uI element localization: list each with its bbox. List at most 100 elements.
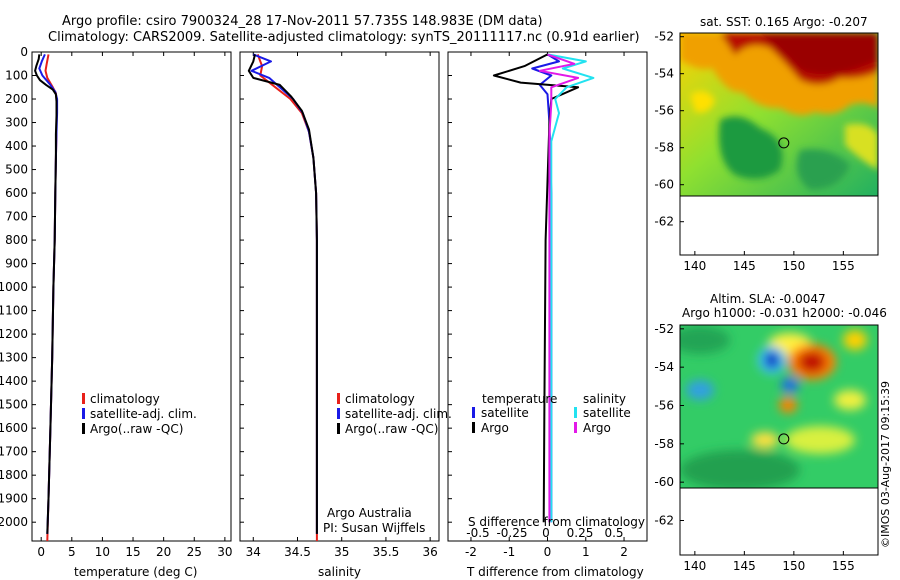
- legend-swatch-blue: [82, 408, 85, 419]
- legend-temp-argo: Argo: [472, 421, 509, 435]
- x-tick-label: 2: [620, 545, 628, 559]
- legend-item-satellite: satellite-adj. clim.: [337, 407, 452, 421]
- legend-sal-satellite: satellite: [574, 406, 631, 420]
- x-tick-label: -2: [465, 545, 477, 559]
- legend-swatch-blue: [337, 408, 340, 419]
- sla-argo-marker: [778, 433, 790, 445]
- temperature-xlabel: temperature (deg C): [74, 565, 198, 579]
- map-y-tick-label: -56: [654, 104, 674, 118]
- legend-label: climatology: [90, 392, 160, 406]
- legend-label: satellite-adj. clim.: [345, 407, 452, 421]
- depth-tick-label: 500: [5, 163, 28, 177]
- temperature-legend: climatology satellite-adj. clim. Argo(..…: [82, 392, 197, 436]
- depth-tick-label: 300: [5, 116, 28, 130]
- map-y-tick-label: -58: [654, 141, 674, 155]
- depth-tick-label: 1600: [0, 421, 28, 435]
- depth-tick-label: 900: [5, 257, 28, 271]
- x-tick-label: 10: [95, 545, 110, 559]
- x-tick-label: 15: [125, 545, 140, 559]
- depth-tick-label: 1500: [0, 398, 28, 412]
- imos-watermark: ©IMOS 03-Aug-2017 09:15:39: [879, 381, 892, 548]
- map-x-tick-label: 155: [832, 559, 855, 573]
- depth-tick-label: 600: [5, 186, 28, 200]
- map-x-tick-label: 150: [782, 559, 805, 573]
- legend-swatch-black: [82, 423, 85, 434]
- annotation-pi: PI: Susan Wijffels: [323, 521, 426, 535]
- depth-tick-label: 1200: [0, 327, 28, 341]
- legend-swatch-red: [82, 393, 85, 404]
- sla-heatmap: [679, 324, 879, 489]
- depth-tick-label: 1300: [0, 351, 28, 365]
- x-tick-label: 35.5: [373, 545, 400, 559]
- salinity-xlabel: salinity: [318, 565, 362, 579]
- sst-map-frame: [679, 32, 879, 256]
- legend-label: Argo: [583, 421, 611, 435]
- x-tick-label: -1: [503, 545, 515, 559]
- sla-map-frame: [679, 324, 879, 556]
- x-tick-label: 0: [544, 545, 552, 559]
- legend-sal-argo: Argo: [574, 421, 611, 435]
- annotation-argo-australia: Argo Australia: [327, 506, 412, 520]
- salinity-plot-frame: [239, 51, 440, 542]
- map-y-tick-label: -60: [654, 475, 674, 489]
- map-y-tick-label: -58: [654, 437, 674, 451]
- depth-tick-label: 1400: [0, 374, 28, 388]
- sst-map-title: sat. SST: 0.165 Argo: -0.207: [700, 15, 868, 29]
- legend-label: satellite: [583, 406, 631, 420]
- temperature-plot-frame: [31, 51, 232, 542]
- map-x-tick-label: 140: [683, 259, 706, 273]
- sst-argo-marker: [778, 137, 790, 149]
- s-diff-tick-label: -0.25: [496, 526, 527, 540]
- x-tick-label: 34.5: [284, 545, 311, 559]
- x-tick-label: 0: [37, 545, 45, 559]
- legend-label: climatology: [345, 392, 415, 406]
- x-tick-label: 36: [423, 545, 438, 559]
- s-difference-label: S difference from climatology: [468, 515, 645, 529]
- legend-temp-satellite: satellite: [472, 406, 529, 420]
- map-x-tick-label: 140: [683, 559, 706, 573]
- map-x-tick-label: 145: [733, 259, 756, 273]
- legend-item-argo: Argo(..raw -QC): [82, 422, 197, 436]
- depth-tick-label: 2000: [0, 515, 28, 529]
- map-y-tick-label: -52: [654, 322, 674, 336]
- depth-tick-label: 200: [5, 92, 28, 106]
- depth-tick-label: 400: [5, 139, 28, 153]
- map-y-tick-label: -54: [654, 360, 674, 374]
- series-line-climatology: [44, 54, 58, 542]
- series-line-argo: [247, 54, 318, 534]
- legend-swatch-red: [337, 393, 340, 404]
- legend-swatch-blue: [472, 407, 475, 418]
- chart-title-line1: Argo profile: csiro 7900324_28 17-Nov-20…: [62, 14, 543, 29]
- depth-tick-label: 1700: [0, 445, 28, 459]
- s-diff-tick-label: 0.5: [604, 526, 623, 540]
- chart-title-line2: Climatology: CARS2009. Satellite-adjuste…: [48, 30, 640, 45]
- legend-label: Argo: [481, 421, 509, 435]
- legend-item-satellite: satellite-adj. clim.: [82, 407, 197, 421]
- salinity-legend: climatology satellite-adj. clim. Argo(..…: [337, 392, 452, 436]
- depth-tick-label: 800: [5, 233, 28, 247]
- series-line-argo: [34, 54, 58, 534]
- series-line-satellite: [38, 53, 59, 534]
- map-x-tick-label: 145: [733, 559, 756, 573]
- legend-item-climatology: climatology: [337, 392, 452, 406]
- sla-map-title: Altim. SLA: -0.0047: [710, 292, 826, 306]
- legend-label: Argo(..raw -QC): [90, 422, 184, 436]
- legend-swatch-magenta: [574, 422, 577, 433]
- depth-tick-label: 1900: [0, 492, 28, 506]
- x-tick-label: 35: [334, 545, 349, 559]
- difference-xlabel: T difference from climatology: [467, 565, 644, 579]
- s-diff-tick-label: 0.25: [567, 526, 594, 540]
- depth-tick-label: 0: [20, 45, 28, 59]
- legend-swatch-black: [337, 423, 340, 434]
- map-x-tick-label: 150: [782, 259, 805, 273]
- x-tick-label: 25: [187, 545, 202, 559]
- x-tick-label: 30: [217, 545, 232, 559]
- depth-tick-label: 1800: [0, 468, 28, 482]
- depth-tick-label: 1000: [0, 280, 28, 294]
- series-line-t-argo: [492, 53, 580, 523]
- depth-tick-label: 1100: [0, 304, 28, 318]
- legend-label: Argo(..raw -QC): [345, 422, 439, 436]
- legend-item-climatology: climatology: [82, 392, 197, 406]
- map-y-tick-label: -60: [654, 178, 674, 192]
